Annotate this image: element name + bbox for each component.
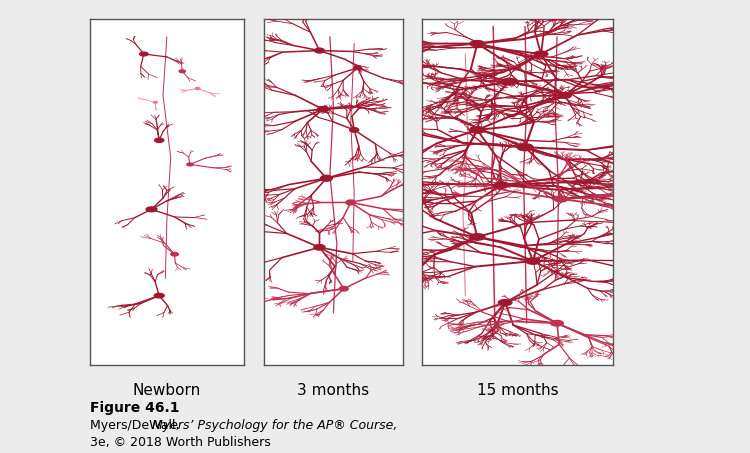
Circle shape	[179, 70, 185, 72]
Circle shape	[320, 175, 332, 181]
Text: 3e, © 2018 Worth Publishers: 3e, © 2018 Worth Publishers	[90, 436, 271, 449]
Circle shape	[470, 40, 484, 47]
Circle shape	[195, 87, 200, 90]
Circle shape	[499, 299, 512, 305]
Text: Myers/DeWall,: Myers/DeWall,	[90, 419, 184, 432]
Text: 15 months: 15 months	[477, 383, 558, 398]
Circle shape	[346, 200, 355, 205]
Circle shape	[339, 286, 348, 291]
Text: 3 months: 3 months	[297, 383, 369, 398]
Circle shape	[502, 78, 517, 85]
Circle shape	[315, 48, 324, 53]
Circle shape	[187, 163, 193, 166]
Circle shape	[554, 196, 568, 202]
Circle shape	[534, 51, 548, 57]
Circle shape	[350, 128, 358, 132]
Text: Figure 46.1: Figure 46.1	[90, 401, 179, 415]
Circle shape	[317, 106, 328, 112]
Circle shape	[354, 66, 362, 70]
Circle shape	[171, 252, 178, 256]
Circle shape	[550, 320, 563, 326]
Circle shape	[470, 234, 484, 240]
Circle shape	[526, 258, 540, 264]
Circle shape	[559, 93, 572, 98]
Circle shape	[146, 207, 157, 212]
Circle shape	[140, 52, 148, 56]
Circle shape	[314, 245, 325, 250]
Circle shape	[470, 127, 484, 133]
Circle shape	[154, 294, 164, 298]
Text: Myers’ Psychology for the AP® Course,: Myers’ Psychology for the AP® Course,	[152, 419, 398, 432]
Circle shape	[518, 144, 533, 151]
Circle shape	[494, 182, 508, 188]
Circle shape	[154, 101, 158, 103]
Circle shape	[154, 138, 164, 142]
Text: Newborn: Newborn	[132, 383, 201, 398]
